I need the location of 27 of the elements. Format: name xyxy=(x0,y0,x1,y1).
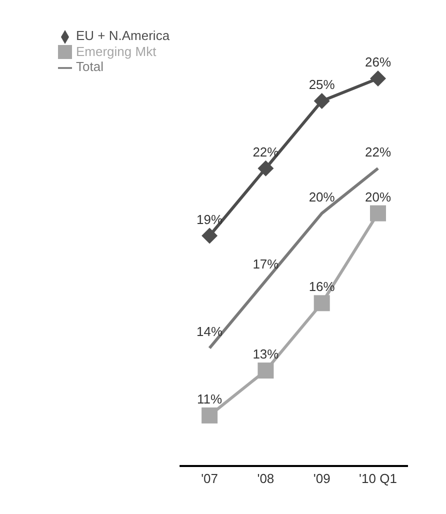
data-label: 25% xyxy=(308,77,336,92)
point xyxy=(258,362,274,379)
data-label: 17% xyxy=(252,256,280,272)
point xyxy=(314,295,330,312)
legend-label: EU + N.America xyxy=(76,28,170,43)
data-label: 20% xyxy=(364,189,392,204)
point xyxy=(202,228,218,244)
data-label: 22% xyxy=(364,144,392,160)
data-label: 16% xyxy=(308,279,336,294)
data-label: 11% xyxy=(197,391,223,406)
point xyxy=(258,160,274,176)
data-label: 20% xyxy=(308,189,336,204)
point xyxy=(370,70,386,87)
x-tick-label: '10 Q1 xyxy=(359,471,397,486)
x-tick-label: '07 xyxy=(201,471,218,486)
legend-label: Emerging Mkt xyxy=(76,44,156,59)
legend-label: Total xyxy=(76,59,104,74)
point xyxy=(202,407,218,424)
data-label: 14% xyxy=(196,324,224,340)
data-label: 13% xyxy=(252,346,280,362)
point xyxy=(314,93,330,109)
data-label: 19% xyxy=(196,212,224,227)
data-label: 26% xyxy=(364,54,392,70)
data-label: 22% xyxy=(252,144,280,160)
x-tick-label: '08 xyxy=(257,471,274,486)
point xyxy=(370,205,386,222)
x-tick-label: '09 xyxy=(313,471,330,486)
